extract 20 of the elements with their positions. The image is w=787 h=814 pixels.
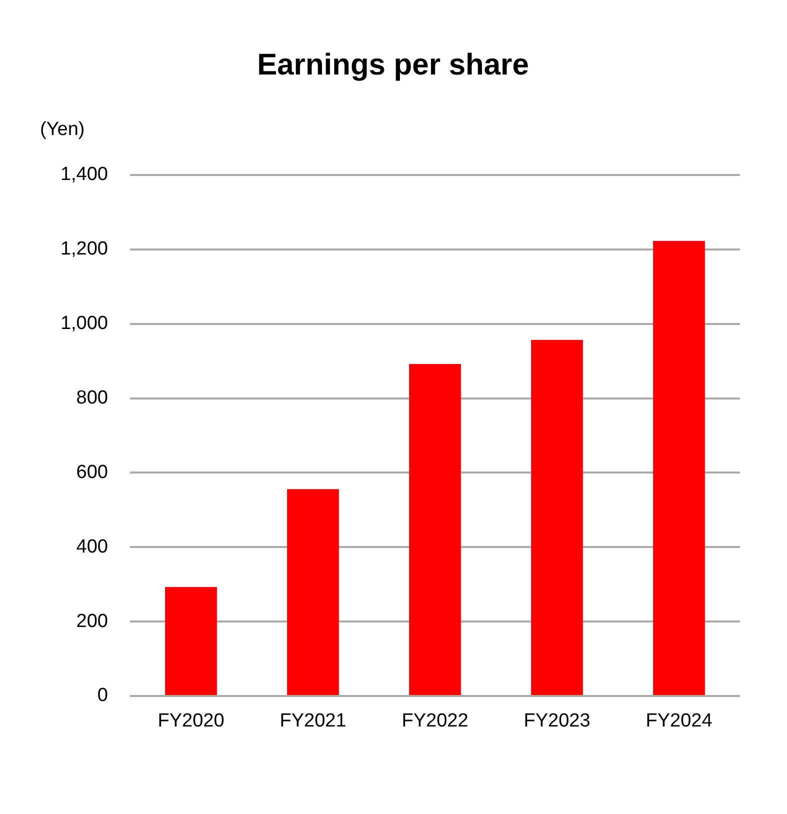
y-tick-label: 600: [76, 462, 108, 483]
bar: [531, 340, 583, 695]
bar: [165, 586, 217, 695]
y-tick-label: 800: [76, 388, 108, 409]
y-tick-label: 200: [76, 610, 108, 632]
x-tick-label: FY2022: [402, 710, 468, 732]
x-tick-label: FY2023: [524, 710, 590, 732]
y-tick-label: 400: [76, 536, 108, 558]
bar: [287, 489, 339, 695]
y-axis-title: (Yen): [40, 119, 85, 140]
y-tick-label: 1,400: [60, 164, 108, 186]
y-tick-label: 1,200: [60, 238, 108, 260]
bar: [653, 240, 705, 695]
x-tick-label: FY2020: [158, 710, 224, 732]
bar: [409, 364, 461, 695]
x-tick-label: FY2021: [280, 710, 346, 732]
y-tick-label: 1,000: [60, 313, 108, 334]
chart-title: Earnings per share: [257, 48, 529, 82]
y-tick-label: 0: [97, 685, 108, 706]
x-tick-label: FY2024: [646, 710, 713, 732]
